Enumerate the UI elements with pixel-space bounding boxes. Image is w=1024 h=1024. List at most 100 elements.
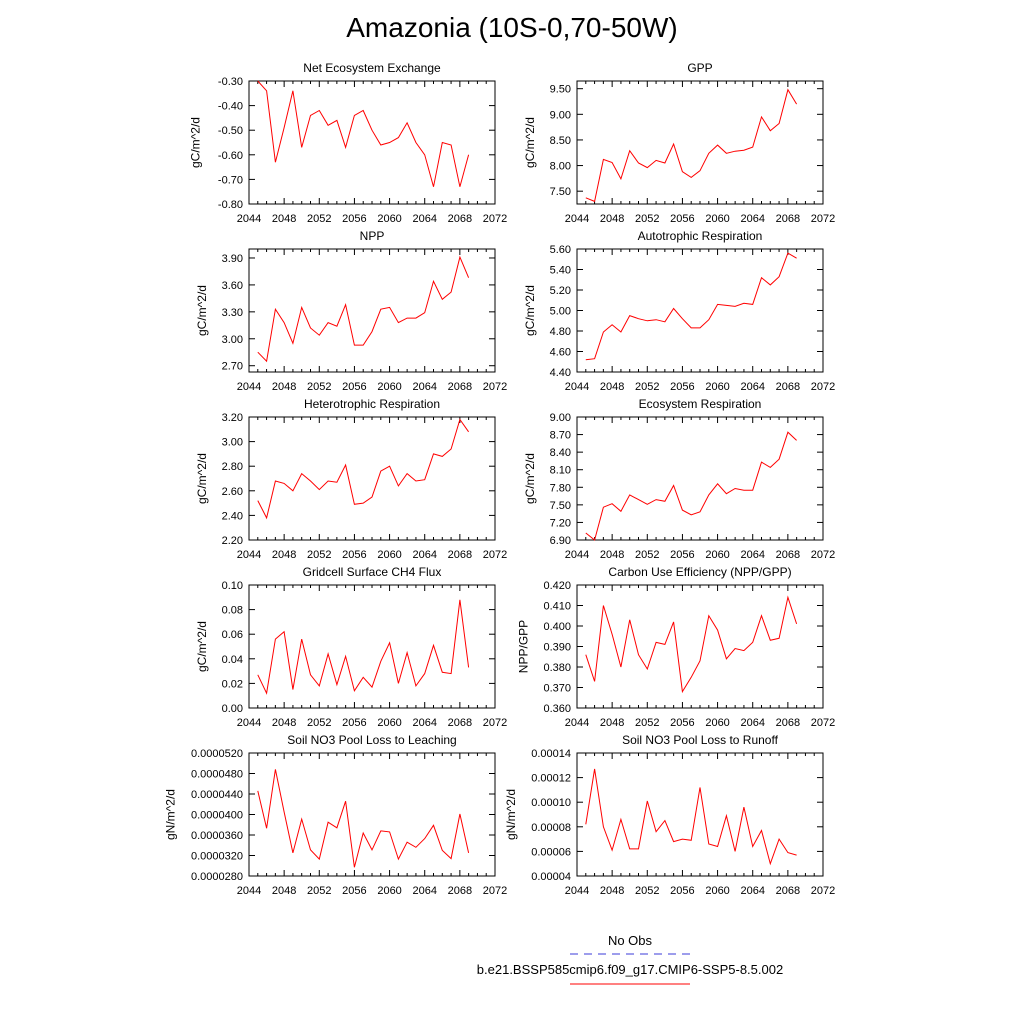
x-tick-label: 2060 — [705, 717, 729, 729]
panel-title: Ecosystem Respiration — [639, 397, 762, 411]
x-tick-label: 2064 — [412, 717, 436, 729]
x-tick-label: 2068 — [448, 717, 472, 729]
y-axis-label: gC/m^2/d — [523, 117, 537, 168]
panel-title: GPP — [687, 61, 712, 75]
x-tick-label: 2044 — [237, 213, 261, 225]
y-tick-label: 8.70 — [550, 430, 571, 442]
plot-frame — [248, 248, 496, 373]
y-tick-label: 0.410 — [543, 601, 571, 613]
y-tick-label: 8.50 — [550, 135, 571, 147]
x-tick-label: 2052 — [307, 381, 331, 393]
y-tick-label: -0.80 — [218, 199, 243, 211]
y-tick-label: -0.70 — [218, 174, 243, 186]
panel-title: Soil NO3 Pool Loss to Runoff — [622, 733, 779, 747]
y-tick-label: 7.80 — [550, 482, 571, 494]
x-tick-label: 2064 — [412, 885, 436, 897]
x-tick-label: 2044 — [237, 381, 261, 393]
x-tick-label: 2052 — [635, 885, 659, 897]
x-tick-label: 2056 — [670, 213, 694, 225]
y-tick-label: 2.20 — [222, 535, 243, 547]
x-tick-label: 2044 — [237, 549, 261, 561]
y-axis-label: gC/m^2/d — [195, 621, 209, 672]
y-tick-label: 0.370 — [543, 683, 571, 695]
x-tick-label: 2044 — [237, 885, 261, 897]
x-tick-label: 2056 — [670, 381, 694, 393]
x-tick-label: 2048 — [600, 717, 624, 729]
legend-case-label: b.e21.BSSP585cmip6.f09_g17.CMIP6-SSP5-8.… — [476, 962, 784, 977]
x-tick-label: 2044 — [565, 885, 589, 897]
x-tick-label: 2072 — [811, 381, 835, 393]
x-tick-label: 2064 — [412, 381, 436, 393]
y-tick-label: 0.00004 — [531, 871, 571, 883]
y-tick-label: 0.00008 — [531, 822, 571, 834]
panel-8: Soil NO3 Pool Loss to Leaching 2044 2048 20… — [163, 733, 507, 897]
x-tick-label: 2064 — [740, 213, 764, 225]
y-tick-label: 0.00010 — [531, 797, 571, 809]
x-tick-label: 2052 — [307, 549, 331, 561]
y-axis-label: gC/m^2/d — [195, 453, 209, 504]
y-tick-label: 0.0000320 — [191, 851, 243, 863]
panel-title: Net Ecosystem Exchange — [303, 61, 441, 75]
series-line — [585, 252, 797, 361]
x-tick-label: 2068 — [776, 213, 800, 225]
y-tick-label: 0.0000520 — [191, 748, 243, 760]
x-tick-label: 2048 — [272, 885, 296, 897]
x-tick-label: 2048 — [600, 213, 624, 225]
y-tick-label: 6.90 — [550, 535, 571, 547]
x-tick-label: 2072 — [483, 885, 507, 897]
y-axis-label: gC/m^2/d — [189, 117, 203, 168]
panel-2: NPP 2044 2048 2052 2056 2060 2064 2068 2072 2.70 3… — [195, 229, 507, 393]
y-tick-label: 0.06 — [222, 629, 243, 641]
panel-title: Heterotrophic Respiration — [304, 397, 440, 411]
x-tick-label: 2052 — [307, 717, 331, 729]
x-tick-label: 2060 — [705, 213, 729, 225]
x-tick-label: 2068 — [776, 717, 800, 729]
x-tick-label: 2056 — [342, 717, 366, 729]
plot-frame — [248, 752, 496, 877]
panel-1: GPP 2044 2048 2052 2056 2060 2064 2068 2072 7.50 8… — [523, 61, 835, 225]
x-tick-label: 2056 — [342, 885, 366, 897]
x-tick-label: 2072 — [483, 213, 507, 225]
y-tick-label: 0.0000280 — [191, 871, 243, 883]
y-tick-label: 3.90 — [222, 253, 243, 265]
panel-6: Gridcell Surface CH4 Flux 2044 2048 2052 205… — [195, 565, 507, 729]
series-line — [585, 431, 797, 541]
y-axis-label: gN/m^2/d — [163, 789, 177, 840]
y-tick-label: 0.0000360 — [191, 830, 243, 842]
x-tick-label: 2072 — [811, 717, 835, 729]
x-tick-label: 2044 — [565, 717, 589, 729]
legend-obs-label: No Obs — [607, 933, 653, 948]
y-tick-label: 5.60 — [550, 244, 571, 256]
x-tick-label: 2060 — [377, 717, 401, 729]
y-tick-label: -0.60 — [218, 150, 243, 162]
y-tick-label: 3.00 — [222, 437, 243, 449]
y-tick-label: 3.60 — [222, 280, 243, 292]
y-tick-label: 5.40 — [550, 265, 571, 277]
x-tick-label: 2072 — [811, 885, 835, 897]
series-line — [257, 418, 470, 520]
panel-4: Heterotrophic Respiration 2044 2048 2052 205… — [195, 397, 507, 561]
y-tick-label: 8.10 — [550, 465, 571, 477]
y-tick-label: 0.00 — [222, 703, 243, 715]
series-line — [585, 768, 797, 866]
panel-title: Gridcell Surface CH4 Flux — [303, 565, 442, 579]
x-tick-label: 2060 — [377, 885, 401, 897]
y-tick-label: 5.00 — [550, 306, 571, 318]
x-tick-label: 2056 — [670, 549, 694, 561]
y-tick-label: 0.380 — [543, 662, 571, 674]
y-tick-label: 7.50 — [550, 186, 571, 198]
y-tick-label: 2.70 — [222, 361, 243, 373]
x-tick-label: 2060 — [705, 885, 729, 897]
x-tick-label: 2056 — [342, 381, 366, 393]
x-tick-label: 2064 — [412, 213, 436, 225]
y-tick-label: 0.0000480 — [191, 769, 243, 781]
x-tick-label: 2064 — [412, 549, 436, 561]
x-tick-label: 2048 — [600, 549, 624, 561]
x-tick-label: 2060 — [705, 381, 729, 393]
x-tick-label: 2052 — [635, 717, 659, 729]
x-tick-label: 2044 — [237, 717, 261, 729]
y-tick-label: 9.00 — [550, 109, 571, 121]
y-tick-label: 3.30 — [222, 307, 243, 319]
plot-frame — [576, 248, 824, 373]
